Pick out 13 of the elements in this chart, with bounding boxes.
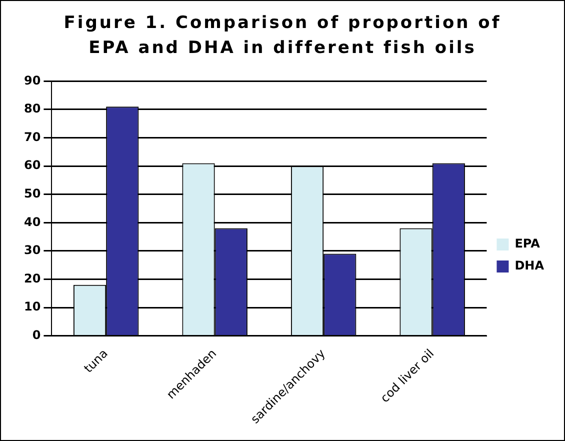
y-tick-label: 40	[24, 214, 41, 229]
y-tick-label: 90	[24, 73, 41, 88]
y-tick-label: 70	[24, 130, 41, 144]
legend-label: DHA	[514, 258, 545, 273]
y-tick-label: 80	[24, 102, 41, 116]
y-tick-label: 10	[24, 300, 41, 314]
y-tick-label: 60	[24, 158, 41, 172]
y-tick-label: 50	[24, 186, 41, 200]
chart-title: Figure 1. Comparison of proportion of EPA and DHA in different fish oils	[62, 12, 502, 60]
y-tick-label: 0	[32, 328, 41, 342]
legend-label: EPA	[514, 236, 541, 251]
y-tick-label: 20	[24, 271, 41, 286]
y-tick-label: 30	[24, 243, 41, 258]
